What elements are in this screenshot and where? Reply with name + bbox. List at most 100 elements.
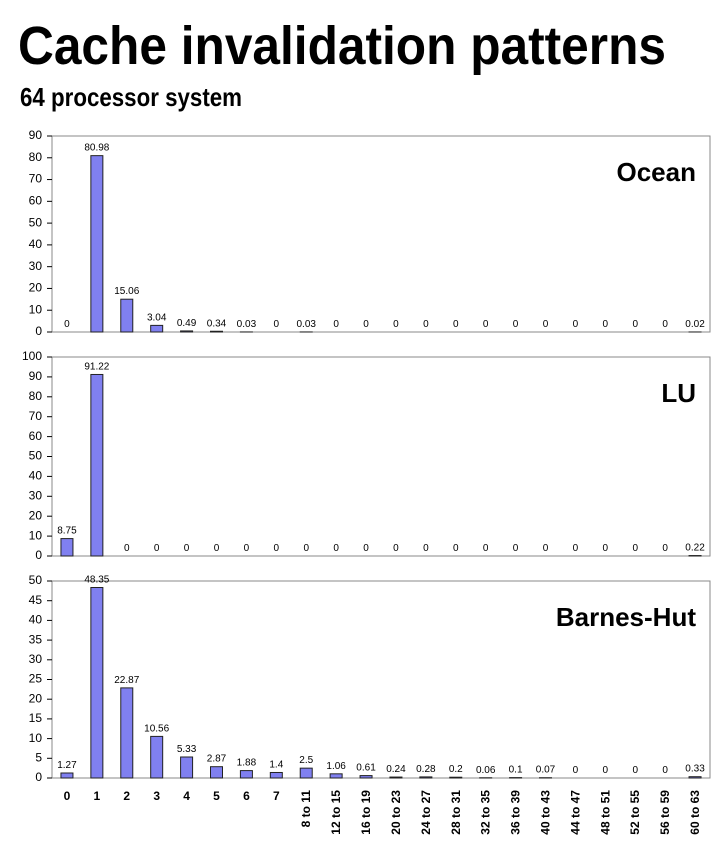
value-label: 1.27 xyxy=(57,760,77,771)
y-tick-label: 80 xyxy=(29,389,43,403)
y-tick-label: 80 xyxy=(29,150,43,164)
y-tick-label: 0 xyxy=(35,770,42,784)
value-label: 1.4 xyxy=(269,759,283,770)
y-tick-label: 20 xyxy=(29,691,43,705)
y-tick-label: 0 xyxy=(35,548,42,562)
bar xyxy=(61,539,73,556)
bar xyxy=(121,688,133,778)
value-label: 0 xyxy=(632,543,638,554)
x-tick-label: 60 to 63 xyxy=(688,790,702,835)
value-label: 2.5 xyxy=(299,755,313,766)
value-label: 0 xyxy=(662,319,668,330)
y-tick-label: 10 xyxy=(29,302,43,316)
x-tick-label: 7 xyxy=(273,789,280,803)
value-label: 0 xyxy=(154,543,160,554)
bar xyxy=(240,771,252,778)
panel-title: LU xyxy=(661,378,696,408)
value-label: 0.22 xyxy=(685,543,705,554)
value-label: 0 xyxy=(573,543,579,554)
bar xyxy=(91,156,103,332)
y-tick-label: 20 xyxy=(29,281,43,295)
value-label: 15.06 xyxy=(114,286,139,297)
bar xyxy=(330,774,342,778)
value-label: 0 xyxy=(333,319,339,330)
value-label: 0.06 xyxy=(476,765,496,776)
value-label: 0 xyxy=(543,319,549,330)
value-label: 0.03 xyxy=(296,319,316,330)
x-tick-label: 28 to 31 xyxy=(449,790,463,835)
y-tick-label: 50 xyxy=(29,215,43,229)
value-label: 0.24 xyxy=(386,764,406,775)
value-label: 0 xyxy=(603,319,609,330)
value-label: 0 xyxy=(513,319,519,330)
bar xyxy=(211,767,223,778)
value-label: 3.04 xyxy=(147,312,167,323)
y-tick-label: 10 xyxy=(29,731,43,745)
y-tick-label: 60 xyxy=(29,429,43,443)
x-tick-label: 12 to 15 xyxy=(329,790,343,835)
value-label: 8.75 xyxy=(57,526,77,537)
value-label: 0.07 xyxy=(536,765,556,776)
value-label: 0.61 xyxy=(356,763,376,774)
bar xyxy=(151,736,163,778)
value-label: 0 xyxy=(393,543,399,554)
y-tick-label: 20 xyxy=(29,508,43,522)
bar xyxy=(390,777,402,778)
page-title: Cache invalidation patterns xyxy=(18,16,666,76)
value-label: 0 xyxy=(603,543,609,554)
value-label: 10.56 xyxy=(144,723,169,734)
x-tick-label: 44 to 47 xyxy=(568,790,582,835)
bar xyxy=(360,776,372,778)
bar xyxy=(450,777,462,778)
panel-title: Barnes-Hut xyxy=(556,602,696,632)
bar xyxy=(181,331,193,332)
value-label: 0 xyxy=(64,319,70,330)
y-tick-label: 10 xyxy=(29,528,43,542)
x-tick-label: 3 xyxy=(153,789,160,803)
x-tick-label: 2 xyxy=(123,789,130,803)
y-tick-label: 40 xyxy=(29,613,43,627)
value-label: 0 xyxy=(453,543,459,554)
value-label: 0 xyxy=(662,765,668,776)
value-label: 0 xyxy=(483,319,489,330)
value-label: 0.34 xyxy=(207,318,227,329)
y-tick-label: 90 xyxy=(29,128,43,142)
bar xyxy=(91,374,103,556)
y-tick-label: 15 xyxy=(29,711,43,725)
y-tick-label: 30 xyxy=(29,488,43,502)
value-label: 22.87 xyxy=(114,675,139,686)
y-tick-label: 45 xyxy=(29,593,43,607)
y-tick-label: 5 xyxy=(35,750,42,764)
y-tick-label: 35 xyxy=(29,632,43,646)
x-tick-label: 5 xyxy=(213,789,220,803)
bar xyxy=(151,325,163,332)
value-label: 0 xyxy=(214,543,220,554)
value-label: 0 xyxy=(453,319,459,330)
value-label: 0 xyxy=(513,543,519,554)
y-tick-label: 25 xyxy=(29,672,43,686)
x-tick-label: 48 to 51 xyxy=(598,790,612,835)
bar xyxy=(270,772,282,778)
x-tick-label: 8 to 11 xyxy=(299,790,313,828)
value-label: 1.06 xyxy=(326,761,346,772)
y-tick-label: 30 xyxy=(29,652,43,666)
value-label: 91.22 xyxy=(84,361,109,372)
value-label: 0 xyxy=(333,543,339,554)
value-label: 0.33 xyxy=(685,764,705,775)
bar xyxy=(420,777,432,778)
plot-frame xyxy=(52,136,710,332)
value-label: 0 xyxy=(573,765,579,776)
bar xyxy=(181,757,193,778)
plot-frame xyxy=(52,357,710,556)
value-label: 0.28 xyxy=(416,764,436,775)
x-tick-label: 52 to 55 xyxy=(628,790,642,835)
x-tick-label: 4 xyxy=(183,789,190,803)
value-label: 0 xyxy=(274,543,280,554)
value-label: 5.33 xyxy=(177,744,197,755)
value-label: 0.03 xyxy=(237,319,257,330)
bar xyxy=(61,773,73,778)
value-label: 2.87 xyxy=(207,754,227,765)
value-label: 0.49 xyxy=(177,318,197,329)
y-tick-label: 50 xyxy=(29,573,43,587)
